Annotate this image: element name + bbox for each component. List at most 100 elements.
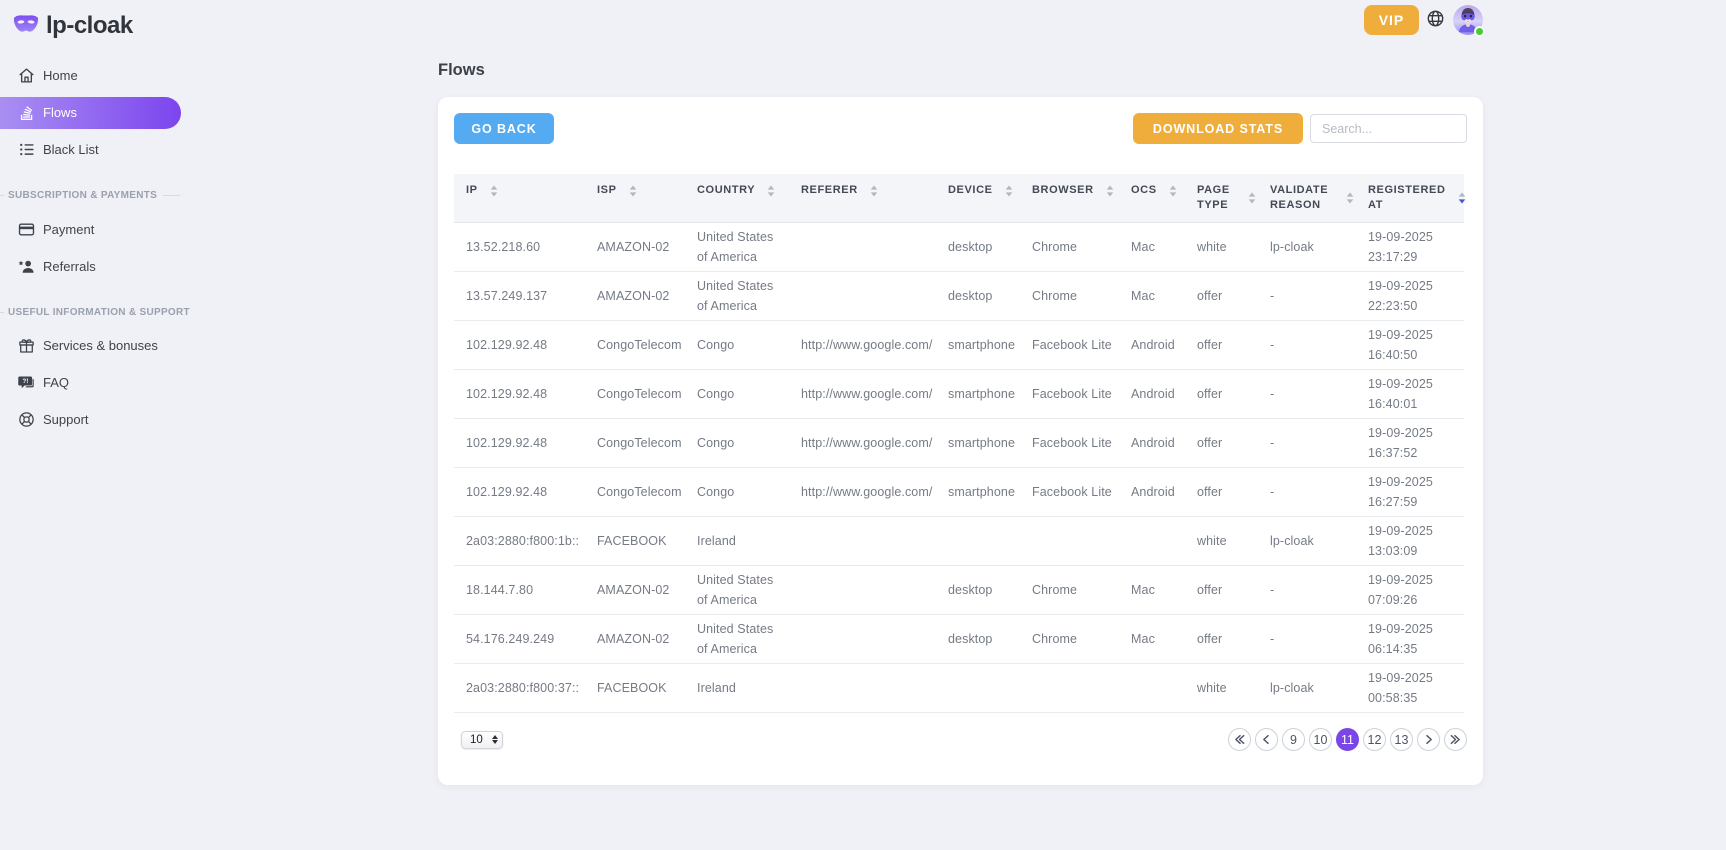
table-cell: Mac [1119,565,1185,615]
table-row: 54.176.249.249 AMAZON-02 United States of … [454,614,1464,664]
table-cell: Facebook Lite [1020,320,1119,370]
table-cell: - [1258,369,1356,419]
first-page-button[interactable] [1228,728,1251,751]
table-cell: Chrome [1020,565,1119,615]
sidebar-item-label: Referrals [43,258,96,274]
page-button-11[interactable]: 11 [1336,728,1359,751]
column-header-label: Page Type [1197,184,1230,211]
brand[interactable]: lp-cloak [0,0,196,52]
search-input[interactable] [1310,114,1467,143]
sidebar-item-label: Payment [43,221,95,237]
table-cell: desktop [936,565,1020,615]
sort-icon[interactable] [767,185,775,197]
prev-page-button[interactable] [1255,728,1278,751]
table-cell: 19-09-2025 06:14:35 [1356,614,1464,664]
table-cell: smartphone [936,320,1020,370]
table-cell: United States of America [685,565,789,615]
column-header-browser[interactable]: Browser [1020,174,1119,223]
page-button-10[interactable]: 10 [1309,728,1332,751]
table-cell: - [1258,418,1356,468]
page-button-13[interactable]: 13 [1390,728,1413,751]
sort-icon[interactable] [1346,192,1354,204]
table-cell: offer [1185,369,1258,419]
column-header-isp[interactable]: ISP [585,174,685,223]
sidebar-item-home[interactable]: Home [0,60,196,92]
column-header-registered-at[interactable]: Registered At [1356,174,1466,223]
page-size-select[interactable]: 10 [461,730,503,749]
pagination: 9 10 11 12 13 [1228,728,1467,751]
table-cell: - [1258,614,1356,664]
chevron-left-icon [1256,729,1277,750]
vip-button[interactable]: VIP [1364,4,1419,35]
table-cell [936,516,1020,566]
table-cell: 102.129.92.48 [454,467,585,517]
column-header-referer[interactable]: Referer [789,174,936,223]
sidebar-item-label: Support [43,412,89,428]
sidebar-item-flows[interactable]: Flows [0,97,181,129]
page-button-9[interactable]: 9 [1282,728,1305,751]
table-cell: desktop [936,271,1020,321]
column-header-page-type[interactable]: Page Type [1185,174,1258,223]
table-cell: Congo [685,467,789,517]
table-cell: 19-09-2025 16:40:50 [1356,320,1464,370]
table-row: 13.52.218.60 AMAZON-02 United States of Am… [454,222,1464,272]
column-header-label: Browser [1032,184,1094,196]
table-cell: CongoTelecom [585,467,685,517]
column-header-country[interactable]: Country [685,174,789,223]
table-cell: Android [1119,320,1185,370]
table-cell: 102.129.92.48 [454,369,585,419]
column-header-validate-reason[interactable]: Validate Reason [1258,174,1356,223]
sidebar-item-payment[interactable]: Payment [0,214,196,246]
sidebar-item-services-bonuses[interactable]: Services & bonuses [0,330,196,362]
table-row: 102.129.92.48 CongoTelecom Congo http://www… [454,418,1464,468]
sort-icon[interactable] [490,185,498,197]
table-cell: desktop [936,614,1020,664]
sort-icon[interactable] [1248,192,1256,204]
table-cell: Mac [1119,222,1185,272]
table-cell: 19-09-2025 22:23:50 [1356,271,1464,321]
sort-icon[interactable] [1005,185,1013,197]
flows-card: GO BACK DOWNLOAD STATS IP ISP Country Refer… [438,97,1483,785]
table-cell: 2a03:2880:f800:37:: [454,663,585,713]
table-cell: http://www.google.com/ [789,369,936,419]
select-stepper-icon [492,734,498,745]
sidebar-item-faq[interactable]: ?! FAQ [0,367,196,399]
table-row: 102.129.92.48 CongoTelecom Congo http://www… [454,467,1464,517]
table-cell [789,565,936,615]
sidebar-item-support[interactable]: Support [0,404,196,436]
sort-icon[interactable] [1169,185,1177,197]
user-avatar[interactable] [1453,4,1485,37]
column-header-device[interactable]: Device [936,174,1020,223]
column-header-ip[interactable]: IP [454,174,585,223]
referrals-icon [17,257,35,275]
sort-icon[interactable] [629,185,637,197]
sidebar-item-black-list[interactable]: Black List [0,134,196,166]
table-cell: Congo [685,418,789,468]
page-button-12[interactable]: 12 [1363,728,1386,751]
table-cell: - [1258,320,1356,370]
table-row: 2a03:2880:f800:1b:: FACEBOOK Ireland white l… [454,516,1464,566]
sort-icon[interactable] [1106,185,1114,197]
table-cell: 54.176.249.249 [454,614,585,664]
sidebar: lp-cloak Home Flows Black List Subscription… [0,0,196,850]
sidebar-item-referrals[interactable]: Referrals [0,251,196,283]
table-cell: offer [1185,614,1258,664]
table-cell: smartphone [936,467,1020,517]
download-stats-button[interactable]: DOWNLOAD STATS [1133,113,1303,144]
column-header-label: Device [948,184,993,196]
go-back-button[interactable]: GO BACK [454,113,554,144]
table-cell: offer [1185,271,1258,321]
last-page-button[interactable] [1444,728,1467,751]
table-cell: AMAZON-02 [585,271,685,321]
language-globe-button[interactable] [1423,8,1447,32]
sort-icon[interactable] [1458,192,1466,204]
table-cell: Ireland [685,663,789,713]
next-page-button[interactable] [1417,728,1440,751]
column-header-ocs[interactable]: OCS [1119,174,1185,223]
table-row: 2a03:2880:f800:37:: FACEBOOK Ireland white l… [454,663,1464,713]
column-header-label: OCS [1131,184,1157,196]
sort-icon[interactable] [870,185,878,197]
table-cell: 102.129.92.48 [454,320,585,370]
table-cell: 19-09-2025 00:58:35 [1356,663,1464,713]
table-row: 102.129.92.48 CongoTelecom Congo http://www… [454,369,1464,419]
